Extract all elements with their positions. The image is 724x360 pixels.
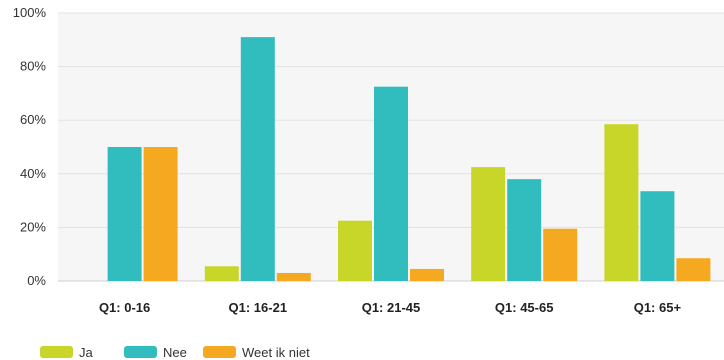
bar-weet-ik-niet [676, 258, 711, 281]
y-axis-tick-labels: 0% 20% 40% 60% 80% 100% [13, 5, 47, 288]
legend-label: Ja [79, 345, 94, 360]
x-category-label: Q1: 21-45 [362, 300, 421, 315]
legend-label: Weet ik niet [242, 345, 310, 360]
bar-ja [338, 220, 372, 281]
bar-nee [374, 86, 408, 281]
bar-nee [640, 191, 675, 281]
y-tick-label: 100% [13, 5, 47, 20]
x-category-label: Q1: 65+ [634, 300, 682, 315]
x-category-label: Q1: 45-65 [495, 300, 554, 315]
x-category-label: Q1: 16-21 [229, 300, 288, 315]
bar-nee [240, 37, 275, 282]
bar-nee [507, 179, 542, 281]
y-tick-label: 60% [20, 112, 46, 127]
y-tick-label: 20% [20, 219, 46, 234]
legend-swatch [124, 346, 157, 358]
legend-swatch [203, 346, 236, 358]
x-axis-category-labels: Q1: 0-16 Q1: 16-21 Q1: 21-45 Q1: 45-65 Q1: 6… [99, 300, 682, 315]
y-tick-label: 0% [27, 273, 46, 288]
bars [107, 37, 711, 282]
x-category-label: Q1: 0-16 [99, 300, 150, 315]
y-tick-label: 40% [20, 166, 46, 181]
bar-ja [604, 124, 639, 281]
y-tick-label: 80% [20, 59, 46, 74]
bar-weet-ik-niet [276, 272, 311, 281]
bar-nee [107, 147, 142, 281]
legend-label: Nee [163, 345, 187, 360]
bar-weet-ik-niet [143, 147, 178, 281]
legend-swatch [40, 346, 73, 358]
legend: Ja Nee Weet ik niet [40, 345, 310, 360]
bar-ja [204, 266, 239, 281]
bar-ja [471, 167, 506, 281]
bar-weet-ik-niet [410, 268, 444, 281]
bar-weet-ik-niet [543, 228, 578, 281]
